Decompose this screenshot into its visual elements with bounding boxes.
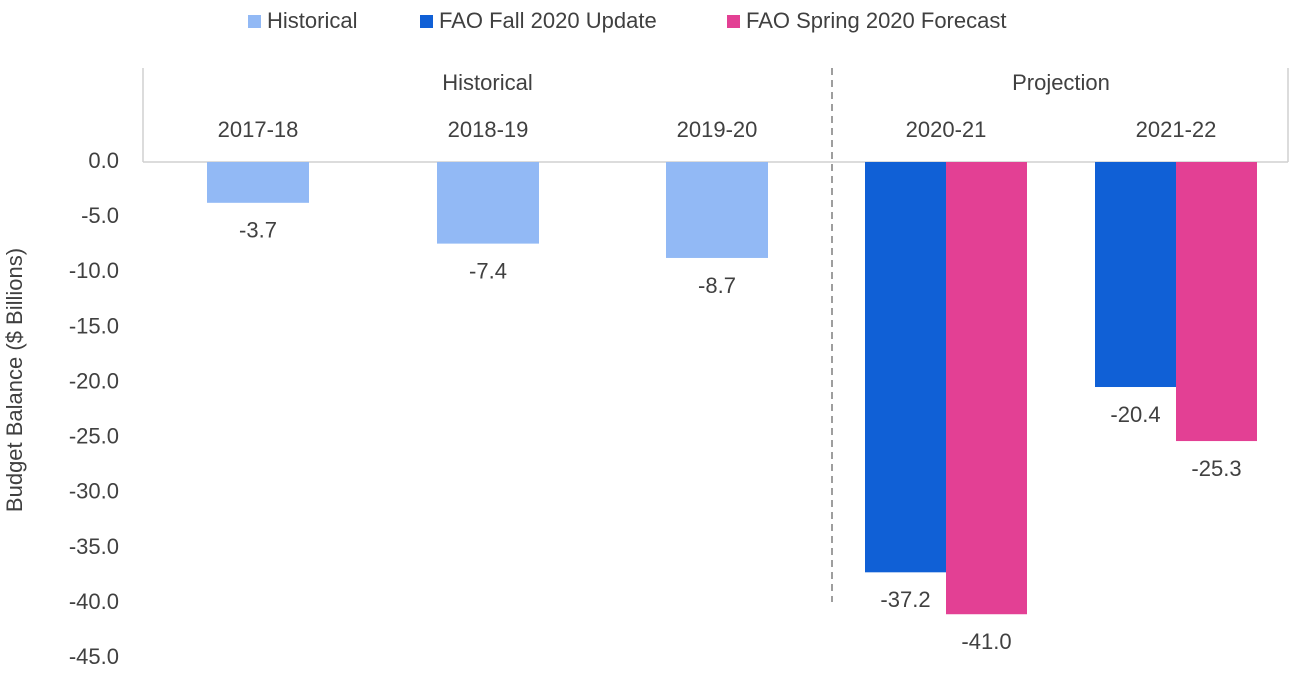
data-label-2020-21-series-2: -41.0 <box>961 629 1011 654</box>
category-label-2021-22: 2021-22 <box>1136 117 1217 142</box>
bar-2021-22-series-2 <box>1176 162 1257 442</box>
y-tick-label: 0.0 <box>88 148 119 173</box>
legend-swatch-fall-update <box>420 14 433 28</box>
bar-2017-18-series-0 <box>207 162 309 203</box>
legend-item-spring-forecast: FAO Spring 2020 Forecast <box>727 8 1006 34</box>
data-label-2018-19-series-0: -7.4 <box>469 258 507 283</box>
bar-2020-21-series-2 <box>946 162 1027 615</box>
y-axis-title: Budget Balance ($ Billions) <box>2 248 27 512</box>
data-label-2019-20-series-0: -8.7 <box>698 273 736 298</box>
data-label-2020-21-series-1: -37.2 <box>880 587 930 612</box>
legend-swatch-spring-forecast <box>727 14 740 28</box>
data-label-2017-18-series-0: -3.7 <box>239 218 277 243</box>
y-tick-label: -40.0 <box>69 589 119 614</box>
legend-item-historical: Historical <box>248 8 357 34</box>
data-label-2021-22-series-1: -20.4 <box>1110 402 1160 427</box>
legend-label-spring-forecast: FAO Spring 2020 Forecast <box>746 8 1007 33</box>
data-label-2021-22-series-2: -25.3 <box>1191 456 1241 481</box>
category-label-2020-21: 2020-21 <box>906 117 987 142</box>
legend-swatch-historical <box>248 14 261 28</box>
y-tick-label: -35.0 <box>69 534 119 559</box>
legend-label-historical: Historical <box>267 8 358 33</box>
legend-label-fall-update: FAO Fall 2020 Update <box>439 8 657 33</box>
y-tick-label: -45.0 <box>69 644 119 669</box>
bar-2018-19-series-0 <box>437 162 539 244</box>
legend: Historical FAO Fall 2020 Update FAO Spri… <box>0 8 1300 36</box>
category-label-2017-18: 2017-18 <box>218 117 299 142</box>
y-tick-label: -30.0 <box>69 479 119 504</box>
group-label-historical: Historical <box>442 70 532 95</box>
y-tick-label: -10.0 <box>69 258 119 283</box>
bar-2021-22-series-1 <box>1095 162 1176 388</box>
y-tick-label: -5.0 <box>81 203 119 228</box>
y-tick-label: -20.0 <box>69 368 119 393</box>
category-label-2019-20: 2019-20 <box>677 117 758 142</box>
bar-2019-20-series-0 <box>666 162 768 258</box>
y-tick-label: -15.0 <box>69 313 119 338</box>
y-tick-label: -25.0 <box>69 424 119 449</box>
category-label-2018-19: 2018-19 <box>448 117 529 142</box>
bar-2020-21-series-1 <box>865 162 946 573</box>
group-label-projection: Projection <box>1012 70 1110 95</box>
legend-item-fall-update: FAO Fall 2020 Update <box>420 8 657 34</box>
